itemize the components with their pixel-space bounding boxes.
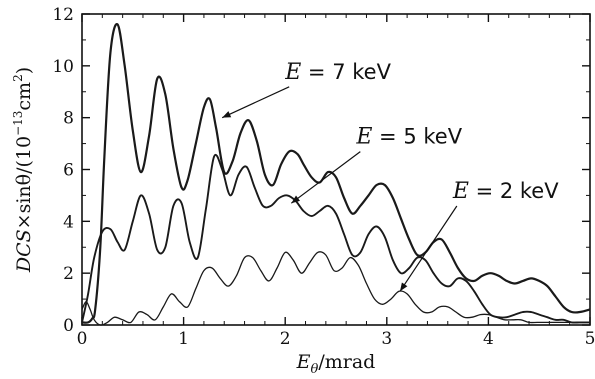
y-tick-label: 8 [63,109,74,129]
y-axis-label-mid: ×sinθ/(10 [13,136,35,229]
y-axis-label-pre: DCS [13,229,35,273]
annotation-arrow-3 [399,205,458,292]
annotation-arrowhead-2 [291,195,300,204]
ticks [81,13,591,326]
series-line-1 [81,22,591,324]
x-axis-label-main: E [296,351,311,373]
annotation-arrowhead-1 [222,111,232,118]
y-tick-label: 10 [52,57,74,77]
x-tick-label: 0 [77,329,88,349]
annotation-arrow-2 [290,151,361,204]
annotation-arrow-1 [221,86,290,119]
y-axis-label: DCS×sinθ/(10−13cm2) [11,67,35,273]
series-line-3 [81,251,590,326]
y-tick-label: 0 [63,316,74,336]
y-tick-label: 2 [63,264,74,284]
y-axis-label-unit: cm [13,82,35,111]
annotation-group: E = 7 keV E = 5 keV E = 2 keV [221,60,559,292]
annotation-label-3: E = 2 keV [452,179,559,204]
series-line-2 [81,153,590,324]
annotation-label-2: E = 5 keV [355,125,462,150]
annotation-arrowhead-3 [400,282,408,292]
x-tick-label: 5 [585,329,595,349]
x-tick-label: 2 [280,329,291,349]
y-axis-label-close: ) [13,67,35,74]
y-tick-label: 4 [63,212,74,232]
x-axis-label: Eθ/mrad [296,351,376,377]
x-tick-label: 1 [178,329,189,349]
x-tick-label: 3 [381,329,392,349]
y-axis-label-exp: −13 [11,111,25,136]
x-axis-label-rest: /mrad [318,351,375,373]
y-tick-label: 12 [52,5,74,25]
x-tick-label: 4 [483,329,494,349]
y-tick-label: 6 [63,161,74,181]
x-axis-label-sub: θ [311,362,319,377]
annotation-label-1: E = 7 keV [284,60,391,85]
series-group [81,22,591,326]
y-axis-label-unit-exp: 2 [11,74,25,82]
